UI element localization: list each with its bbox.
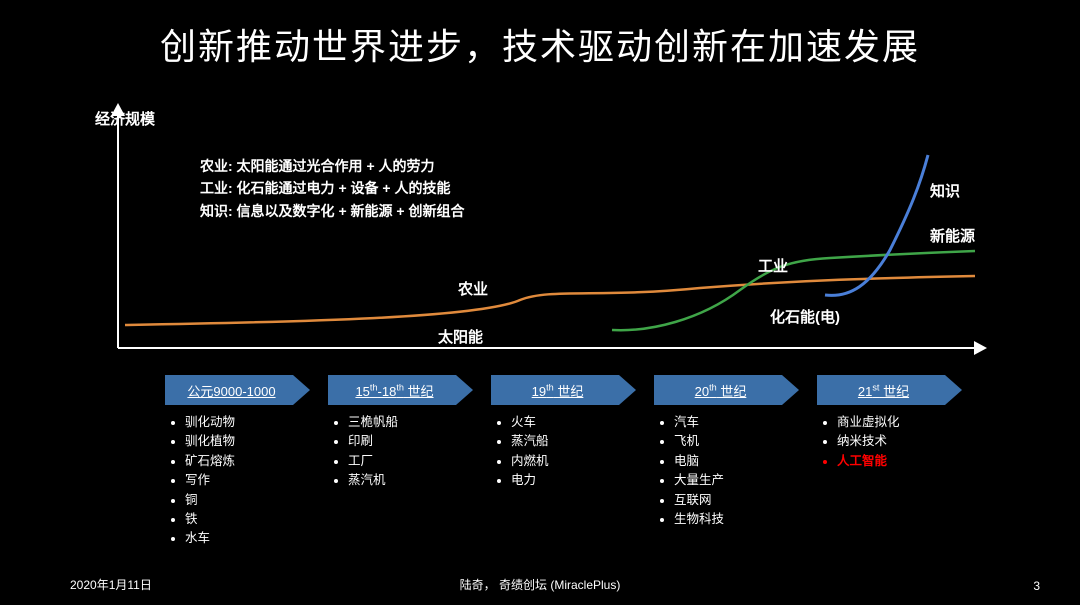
footer-center: 陆奇， 奇绩创坛 (MiraclePlus) (0, 576, 1080, 593)
era-1-item-1: 印刷 (348, 432, 473, 451)
legend-block: 农业: 太阳能通过光合作用 + 人的劳力 工业: 化石能通过电力 + 设备 + … (200, 155, 464, 222)
era-label-2: 19th 世纪 (532, 381, 584, 400)
era-3-item-3: 大量生产 (674, 471, 799, 490)
era-header-2: 19th 世纪 (491, 375, 636, 405)
era-items-3: 汽车飞机电脑大量生产互联网生物科技 (654, 413, 799, 529)
era-0-item-3: 写作 (185, 471, 310, 490)
era-1-item-3: 蒸汽机 (348, 471, 473, 490)
era-0-item-4: 铜 (185, 491, 310, 510)
era-4-item-0: 商业虚拟化 (837, 413, 962, 432)
knowledge-curve (825, 155, 928, 295)
industry-label-top: 工业 (758, 255, 788, 276)
era-label-4: 21st 世纪 (858, 381, 909, 400)
era-label-1: 15th-18th 世纪 (355, 381, 433, 400)
chart-svg (0, 0, 1080, 370)
era-header-3: 20th 世纪 (654, 375, 799, 405)
footer-page-number: 3 (1033, 579, 1040, 593)
era-header-1: 15th-18th 世纪 (328, 375, 473, 405)
y-axis-label: 经济规模 (95, 108, 155, 129)
agriculture-label-top: 农业 (458, 278, 488, 299)
timeline: 公元9000-1000驯化动物驯化植物矿石熔炼写作铜铁水车15th-18th 世… (165, 375, 962, 549)
knowledge-label-bottom: 新能源 (930, 225, 975, 246)
era-0-item-0: 驯化动物 (185, 413, 310, 432)
legend-line-2: 工业: 化石能通过电力 + 设备 + 人的技能 (200, 177, 464, 199)
era-2: 19th 世纪火车蒸汽船内燃机电力 (491, 375, 636, 549)
era-0: 公元9000-1000 驯化动物驯化植物矿石熔炼写作铜铁水车 (165, 375, 310, 549)
era-3-item-2: 电脑 (674, 452, 799, 471)
legend-line-1: 农业: 太阳能通过光合作用 + 人的劳力 (200, 155, 464, 177)
era-label-3: 20th 世纪 (695, 381, 747, 400)
legend-line-3: 知识: 信息以及数字化 + 新能源 + 创新组合 (200, 200, 464, 222)
era-0-item-6: 水车 (185, 529, 310, 548)
era-4-item-2: 人工智能 (837, 452, 962, 471)
era-1: 15th-18th 世纪三桅帆船印刷工厂蒸汽机 (328, 375, 473, 549)
era-items-4: 商业虚拟化纳米技术人工智能 (817, 413, 962, 471)
era-3-item-5: 生物科技 (674, 510, 799, 529)
era-2-item-2: 内燃机 (511, 452, 636, 471)
era-items-0: 驯化动物驯化植物矿石熔炼写作铜铁水车 (165, 413, 310, 549)
era-3-item-0: 汽车 (674, 413, 799, 432)
slide: 创新推动世界进步，技术驱动创新在加速发展 经济规模 农业: 太阳能通过光合作用 … (0, 0, 1080, 605)
era-items-2: 火车蒸汽船内燃机电力 (491, 413, 636, 491)
era-1-item-2: 工厂 (348, 452, 473, 471)
era-1-item-0: 三桅帆船 (348, 413, 473, 432)
era-3-item-4: 互联网 (674, 491, 799, 510)
era-0-item-1: 驯化植物 (185, 432, 310, 451)
era-0-item-5: 铁 (185, 510, 310, 529)
industry-label-bottom: 化石能(电) (770, 306, 840, 327)
era-header-4: 21st 世纪 (817, 375, 962, 405)
era-4: 21st 世纪商业虚拟化纳米技术人工智能 (817, 375, 962, 549)
era-2-item-3: 电力 (511, 471, 636, 490)
era-2-item-1: 蒸汽船 (511, 432, 636, 451)
era-label-0: 公元9000-1000 (187, 381, 275, 400)
era-header-0: 公元9000-1000 (165, 375, 310, 405)
era-2-item-0: 火车 (511, 413, 636, 432)
era-0-item-2: 矿石熔炼 (185, 452, 310, 471)
era-items-1: 三桅帆船印刷工厂蒸汽机 (328, 413, 473, 491)
era-4-item-1: 纳米技术 (837, 432, 962, 451)
knowledge-label-top: 知识 (930, 180, 960, 201)
agriculture-curve (125, 276, 975, 325)
agriculture-label-bottom: 太阳能 (438, 326, 483, 347)
era-3: 20th 世纪汽车飞机电脑大量生产互联网生物科技 (654, 375, 799, 549)
era-3-item-1: 飞机 (674, 432, 799, 451)
